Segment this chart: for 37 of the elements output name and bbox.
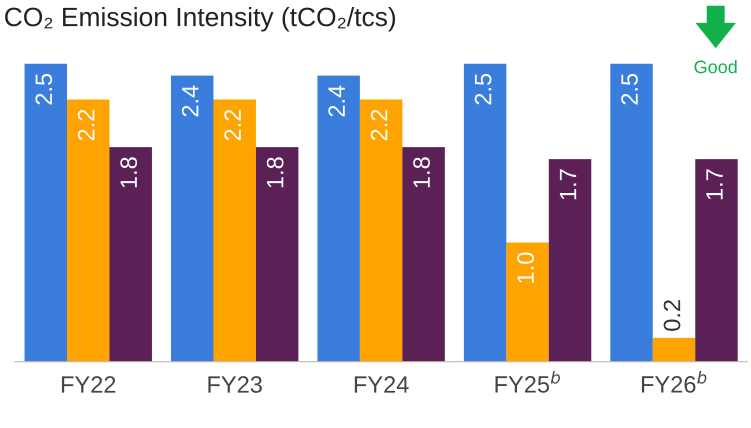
bar xyxy=(464,64,506,362)
x-tick-label: FY24 xyxy=(354,376,409,393)
data-label: 2.2 xyxy=(224,110,241,140)
bar xyxy=(213,99,256,362)
x-tick-label: FY26$^{b}$ xyxy=(642,370,706,393)
bar xyxy=(402,147,445,362)
data-label: 1.8 xyxy=(266,157,284,188)
bar xyxy=(506,242,549,362)
data-label: 1.0 xyxy=(517,252,534,283)
bar xyxy=(67,99,110,362)
x-tick-label: FY25$^{b}$ xyxy=(496,370,560,393)
annotation: Good xyxy=(694,60,737,74)
bar xyxy=(695,159,738,362)
bar xyxy=(360,99,402,362)
data-label: 2.5 xyxy=(621,74,638,104)
data-label: 2.4 xyxy=(182,85,198,116)
data-label: 1.7 xyxy=(706,169,723,200)
chart-title: CO₂ Emission Intensity (tCO₂/tcs) xyxy=(5,6,396,32)
data-label: 1.8 xyxy=(120,157,138,188)
bar xyxy=(109,147,152,362)
data-label: 1.8 xyxy=(413,157,430,188)
data-label: 2.5 xyxy=(35,74,52,104)
data-label: 1.7 xyxy=(560,169,576,200)
x-tick-label: FY22 xyxy=(62,376,116,393)
bar xyxy=(548,159,592,362)
bar xyxy=(317,76,360,362)
x-tick-label: FY23 xyxy=(208,376,262,393)
data-label: 2.2 xyxy=(78,110,94,140)
bar xyxy=(24,64,68,362)
bar xyxy=(652,338,696,362)
data-label: 2.5 xyxy=(474,74,492,104)
bar xyxy=(256,147,298,362)
data-label: 2.4 xyxy=(328,85,345,116)
bar xyxy=(170,76,214,362)
bar xyxy=(610,64,653,362)
data-label: 2.2 xyxy=(370,110,388,140)
data-label: 0.2 xyxy=(664,300,680,331)
